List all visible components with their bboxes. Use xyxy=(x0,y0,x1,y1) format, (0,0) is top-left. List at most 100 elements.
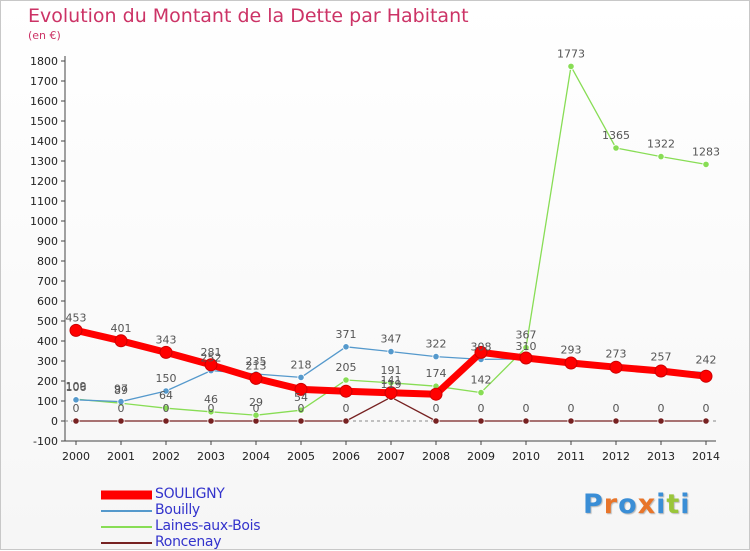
data-label: 371 xyxy=(336,328,357,341)
data-label: 142 xyxy=(471,374,492,387)
data-label: 0 xyxy=(208,402,215,415)
x-tick-label: 2008 xyxy=(422,450,450,463)
logo-letter: t xyxy=(666,489,681,520)
x-tick-label: 2010 xyxy=(512,450,540,463)
data-point xyxy=(162,404,170,412)
data-label: 257 xyxy=(651,351,672,364)
data-point xyxy=(252,411,260,419)
data-point xyxy=(114,334,128,348)
data-label: 453 xyxy=(66,311,87,324)
data-point xyxy=(384,386,398,400)
data-point xyxy=(69,323,83,337)
data-point xyxy=(249,371,263,385)
data-point xyxy=(72,396,80,404)
data-point xyxy=(294,382,308,396)
data-point xyxy=(477,417,485,425)
y-tick-label: 700 xyxy=(37,275,58,288)
y-tick-label: 500 xyxy=(37,315,58,328)
data-point xyxy=(477,388,485,397)
data-label: 150 xyxy=(156,372,177,385)
data-point xyxy=(612,144,620,152)
y-tick-label: -100 xyxy=(33,435,58,448)
y-tick-label: 900 xyxy=(37,235,58,248)
y-tick-label: 1700 xyxy=(30,75,58,88)
y-tick-label: 100 xyxy=(37,395,58,408)
y-tick-label: 1400 xyxy=(30,135,58,148)
x-tick-label: 2002 xyxy=(152,450,180,463)
data-point xyxy=(297,417,305,425)
x-tick-label: 2013 xyxy=(647,450,675,463)
x-tick-label: 2001 xyxy=(107,450,135,463)
data-point xyxy=(117,397,125,406)
data-label: 174 xyxy=(426,367,447,380)
x-tick-label: 2004 xyxy=(242,450,270,463)
data-point xyxy=(387,379,395,387)
data-label: 310 xyxy=(516,340,537,353)
data-label: 213 xyxy=(246,359,267,372)
x-tick-label: 2000 xyxy=(62,450,90,463)
data-label: 347 xyxy=(381,333,402,346)
data-point xyxy=(519,351,533,365)
data-label: 218 xyxy=(291,358,312,371)
data-label: 235 xyxy=(246,355,267,368)
data-label: 0 xyxy=(568,402,575,415)
y-tick-label: 1200 xyxy=(30,175,58,188)
data-label: 367 xyxy=(516,329,537,342)
data-point xyxy=(339,384,353,398)
data-label: 308 xyxy=(471,340,492,353)
x-tick-label: 2005 xyxy=(287,450,315,463)
data-label: 46 xyxy=(204,393,218,406)
chart-title: Evolution du Montant de la Dette par Hab… xyxy=(28,5,469,27)
x-tick-label: 2009 xyxy=(467,450,495,463)
data-label: 252 xyxy=(201,352,222,365)
y-tick-label: 400 xyxy=(37,335,58,348)
legend-label-roncenay: Roncenay xyxy=(155,534,222,550)
data-label: 343 xyxy=(156,333,177,346)
data-label: 0 xyxy=(163,402,170,415)
data-label: 119 xyxy=(381,378,402,391)
data-point xyxy=(654,364,668,378)
x-tick-label: 2012 xyxy=(602,450,630,463)
data-point xyxy=(297,406,305,414)
legend-label-laines-aux-bois: Laines-aux-Bois xyxy=(155,518,261,534)
y-tick-label: 1600 xyxy=(30,95,58,108)
data-point xyxy=(162,387,170,395)
data-point xyxy=(522,343,530,352)
data-label: 293 xyxy=(561,343,582,356)
data-label: 1365 xyxy=(602,129,630,142)
data-label: 281 xyxy=(201,346,222,359)
y-tick-label: 0 xyxy=(51,415,58,428)
data-label: 1773 xyxy=(557,47,585,60)
data-label: 0 xyxy=(253,402,260,415)
data-label: 242 xyxy=(696,354,717,367)
data-label: 64 xyxy=(159,389,173,402)
data-label: 322 xyxy=(426,338,447,351)
data-label: 0 xyxy=(73,402,80,415)
data-point xyxy=(522,417,530,425)
data-point xyxy=(657,153,665,161)
logo-letter: r xyxy=(603,489,619,520)
data-label: 29 xyxy=(249,396,263,409)
data-point xyxy=(564,356,578,370)
data-point xyxy=(342,376,350,384)
data-label: 0 xyxy=(478,402,485,415)
legend-swatch-bouilly xyxy=(101,510,152,512)
data-point xyxy=(474,345,488,359)
data-label: 1283 xyxy=(692,145,720,158)
data-label: 205 xyxy=(336,361,357,374)
data-point xyxy=(429,387,443,401)
data-point xyxy=(612,417,620,425)
y-tick-label: 1300 xyxy=(30,155,58,168)
data-point xyxy=(117,417,125,425)
legend-swatch-roncenay xyxy=(101,542,152,544)
data-point xyxy=(702,160,710,168)
data-point xyxy=(159,345,173,359)
data-point xyxy=(657,417,665,425)
logo-letter: o xyxy=(618,489,638,520)
logo-letter: i xyxy=(656,489,667,520)
data-label: 0 xyxy=(658,402,665,415)
y-tick-label: 800 xyxy=(37,255,58,268)
data-label: 106 xyxy=(66,381,87,394)
y-tick-label: 1800 xyxy=(30,55,58,68)
